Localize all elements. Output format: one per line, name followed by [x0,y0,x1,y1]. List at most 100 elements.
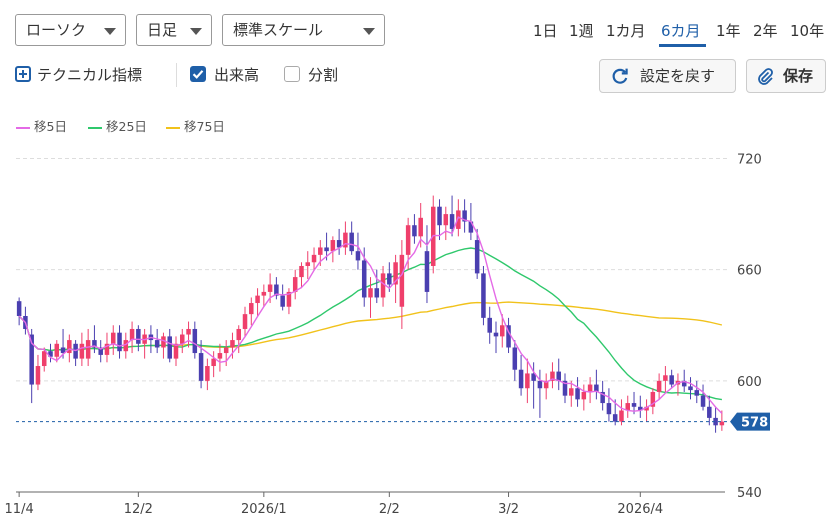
candle-body [318,247,323,255]
candle-body [85,340,91,359]
candle-body [92,340,97,348]
candle-body [594,384,599,392]
candle-body [380,273,386,298]
volume-label[interactable]: 出来高 [214,66,260,84]
candle-body [110,332,116,344]
candle-body [161,336,166,348]
split-label[interactable]: 分割 [308,66,339,84]
candle-body [336,240,342,248]
x-tick-label: 2/2 [379,502,400,517]
candle-body [700,395,706,407]
candle-body [198,353,204,381]
candle-body [274,284,279,296]
period-select[interactable]: 日足 [136,14,212,46]
candle-body [368,288,373,298]
candle-body [437,206,442,226]
candle-body [694,390,700,396]
candle-body [236,328,241,341]
candle-body [361,260,367,298]
candle-body [600,391,605,404]
candle-body [606,403,612,415]
range-1m[interactable]: 1カ月 [606,22,646,40]
candle-body [719,421,725,426]
candle-body [713,417,718,426]
candle-body [707,406,712,418]
range-1y[interactable]: 1年 [716,22,741,40]
save-button[interactable]: 保存 [746,59,826,93]
candle-body [35,366,41,385]
candle-body [625,403,631,411]
plus-icon[interactable] [15,66,31,82]
legend-ma75-label: 移75日 [184,119,225,134]
candle-body [16,301,22,316]
range-10y[interactable]: 10年 [790,22,825,40]
candle-body [405,225,411,255]
ma5-layer [18,216,723,414]
candle-body [500,325,505,337]
scale-value: 標準スケール [233,21,324,39]
split-checkbox[interactable] [284,66,300,82]
candle-body [173,343,179,359]
candle-body [418,217,423,237]
candle-body [506,325,511,348]
candle-body [543,380,549,389]
candle-body [387,273,392,285]
candle-body [305,262,311,266]
candle-body [180,334,185,344]
candle-body [261,291,267,296]
candle-body [299,265,304,278]
ma25-swatch [88,126,102,129]
candle-body [280,295,285,307]
reset-settings-button[interactable]: 設定を戻す [599,59,736,93]
range-2y[interactable]: 2年 [753,22,778,40]
candle-body [412,225,417,237]
candle-body [581,391,587,400]
ma25-line [18,247,723,401]
candle-body [456,210,461,229]
volume-checkbox[interactable] [190,66,206,82]
x-tick-label: 12/2 [124,502,153,517]
candle-body [537,380,543,389]
reset-label: 設定を戻す [640,67,716,85]
range-1w[interactable]: 1週 [569,22,594,40]
toolbar-divider [176,63,177,87]
chart-type-value: ローソク [26,21,87,39]
candle-body [569,388,574,396]
candle-body [211,358,216,367]
legend-ma25: 移25日 [88,116,147,135]
candle-body [67,340,72,354]
range-6m[interactable]: 6カ月 [661,22,701,40]
candle-body [343,232,348,248]
check-icon [192,70,204,79]
candle-body [424,251,430,292]
candle-body [230,340,235,348]
range-1d[interactable]: 1日 [533,22,558,40]
candle-body [688,386,693,391]
candle-body [48,351,53,357]
candle-body [98,347,103,355]
candle-body [79,343,85,359]
technical-indicator-label[interactable]: テクニカル指標 [37,66,143,84]
candle-body [192,328,198,354]
x-tick-label: 11/4 [5,502,34,517]
legend-ma5-label: 移5日 [34,119,67,134]
candle-body [512,347,518,370]
candle-body [531,373,536,381]
chart-type-select[interactable]: ローソク [15,14,126,46]
candle-body [349,232,354,252]
scale-select[interactable]: 標準スケール [222,14,385,46]
candle-body [487,317,492,333]
candle-body [462,210,467,222]
candle-body [136,328,141,344]
candle-body [286,291,292,307]
y-tick-label: 600 [737,375,762,390]
ma25-layer [18,247,723,401]
candle-body [393,262,398,285]
candle-body [330,240,336,252]
candle-body [324,247,329,252]
candle-body [587,384,593,392]
candle-body [399,254,405,307]
period-value: 日足 [147,21,178,39]
candle-body [619,410,624,422]
